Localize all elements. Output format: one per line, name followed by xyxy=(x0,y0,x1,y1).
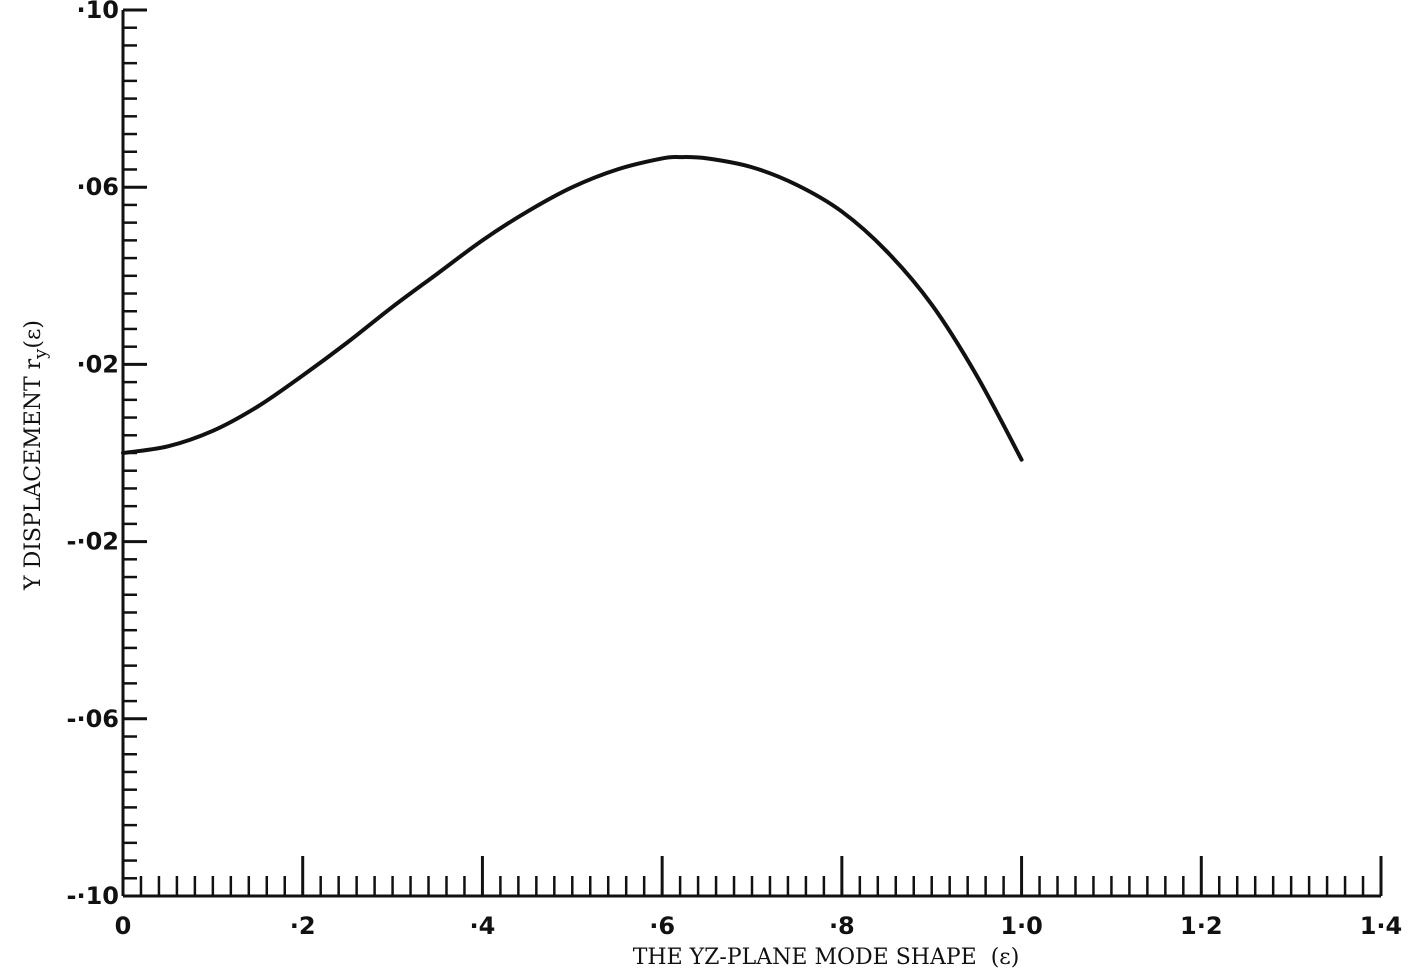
x-tick-label: 1·4 xyxy=(1360,912,1403,940)
x-tick-label: 1·0 xyxy=(1000,912,1043,940)
x-tick-label: 1·2 xyxy=(1180,912,1223,940)
y-axis-title-suffix: (ε) xyxy=(21,320,46,349)
y-axis-title: Y DISPLACEMENT ry(ε) xyxy=(21,320,51,591)
x-tick-label: ·4 xyxy=(470,912,496,940)
y-tick-label: -·02 xyxy=(67,528,119,556)
y-tick-label: -·06 xyxy=(67,705,119,733)
x-tick-label: ·2 xyxy=(290,912,316,940)
chart-series xyxy=(121,154,1024,462)
x-axis-title: THE YZ-PLANE MODE SHAPE (ε) xyxy=(633,945,1020,970)
y-axis-title-subscript: y xyxy=(30,348,51,360)
chart-tick-labels: ·10 ·06 ·02 -·02 -·06 -·100 ·2 ·4 ·6 ·8 1·0 1·2 1·4 xyxy=(67,0,1403,940)
mode-shape-curve xyxy=(121,154,1024,462)
x-tick-label: ·8 xyxy=(829,912,855,940)
chart-axes xyxy=(121,10,1381,898)
y-tick-label: ·06 xyxy=(76,173,119,201)
x-tick-label: 0 xyxy=(115,912,132,940)
chart-ticks xyxy=(121,8,1383,898)
y-tick-label: -·10 xyxy=(67,882,119,910)
y-tick-label: ·10 xyxy=(76,0,119,24)
x-tick-label: ·6 xyxy=(649,912,675,940)
y-axis-title-main: Y DISPLACEMENT r xyxy=(21,358,46,591)
y-tick-label: ·02 xyxy=(76,350,119,378)
